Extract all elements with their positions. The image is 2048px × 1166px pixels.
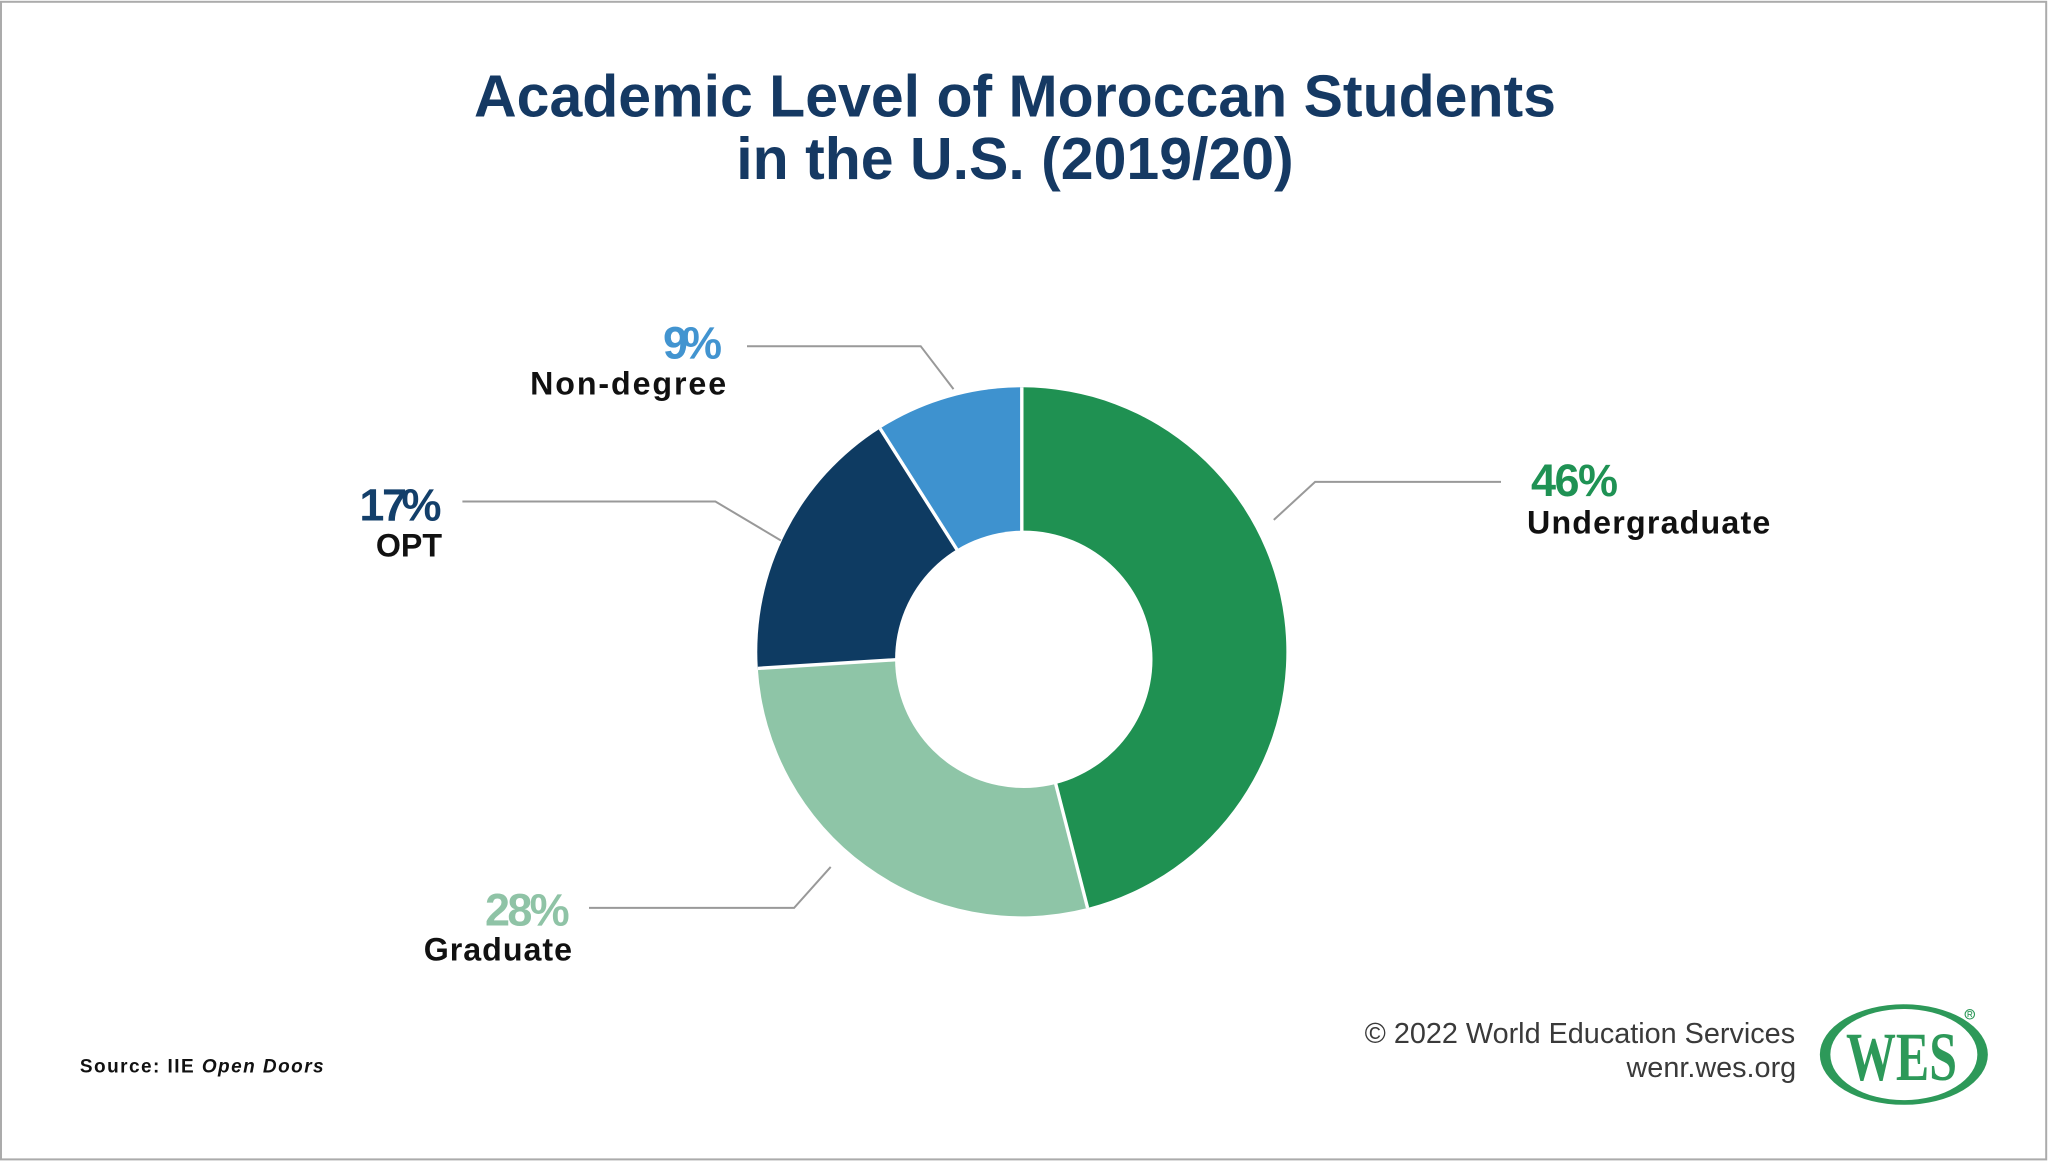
svg-text:Academic Level of Moroccan Stu: Academic Level of Moroccan Students [474, 63, 1556, 129]
svg-text:Graduate: Graduate [424, 931, 573, 967]
svg-text:46%: 46% [1531, 455, 1617, 506]
svg-text:© 2022 World Education Service: © 2022 World Education Services [1365, 1018, 1795, 1050]
svg-text:Source: IIE Open Doors: Source: IIE Open Doors [80, 1056, 325, 1077]
svg-text:9%: 9% [663, 318, 722, 369]
svg-text:17%: 17% [359, 479, 441, 530]
svg-text:Undergraduate: Undergraduate [1527, 504, 1772, 540]
svg-text:WES: WES [1846, 1019, 1957, 1095]
svg-text:in the U.S. (2019/20): in the U.S. (2019/20) [736, 126, 1293, 192]
svg-text:28%: 28% [485, 885, 569, 936]
svg-text:OPT: OPT [376, 528, 443, 564]
svg-text:Non-degree: Non-degree [530, 365, 728, 401]
svg-text:wenr.wes.org: wenr.wes.org [1626, 1052, 1797, 1084]
